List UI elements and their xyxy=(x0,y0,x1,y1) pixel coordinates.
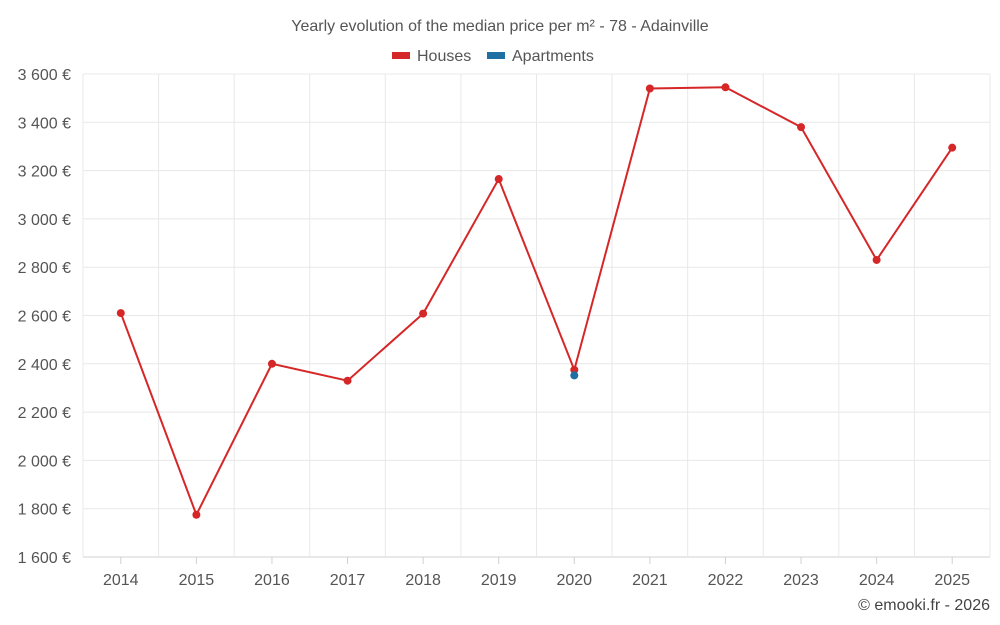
x-tick-label: 2024 xyxy=(859,572,895,589)
series-layer xyxy=(116,83,957,519)
x-tick-label: 2015 xyxy=(179,572,215,589)
x-tick-label: 2016 xyxy=(254,572,290,589)
y-tick-label: 3 200 € xyxy=(18,164,71,181)
data-point-houses-2014[interactable] xyxy=(116,309,125,318)
legend-swatch-houses xyxy=(392,52,410,59)
x-tick-label: 2017 xyxy=(330,572,366,589)
series-line-houses xyxy=(119,86,954,518)
grid xyxy=(82,73,991,558)
y-tick-label: 2 000 € xyxy=(18,453,71,470)
data-point-houses-2015[interactable] xyxy=(192,510,201,519)
y-tick-label: 3 600 € xyxy=(18,67,71,84)
x-tick-label: 2023 xyxy=(783,572,819,589)
legend-label-apartments: Apartments xyxy=(512,48,594,65)
legend: Houses Apartments xyxy=(392,48,594,65)
x-tick-label: 2021 xyxy=(632,572,668,589)
data-point-houses-2023[interactable] xyxy=(797,123,806,132)
data-point-houses-2019[interactable] xyxy=(494,175,503,184)
y-axis: 1 600 € 1 800 € 2 000 € 2 200 € 2 400 € 2 600… xyxy=(18,67,71,567)
data-point-houses-2020[interactable] xyxy=(570,365,579,374)
data-point-houses-2017[interactable] xyxy=(343,376,352,385)
x-tick-label: 2025 xyxy=(934,572,970,589)
x-tick-label: 2014 xyxy=(103,572,139,589)
data-point-houses-2025[interactable] xyxy=(948,143,957,152)
x-tick-label: 2019 xyxy=(481,572,517,589)
data-point-houses-2018[interactable] xyxy=(419,309,428,318)
x-tick-label: 2020 xyxy=(556,572,592,589)
y-tick-label: 3 400 € xyxy=(18,115,71,132)
legend-label-houses: Houses xyxy=(417,48,471,65)
data-point-houses-2024[interactable] xyxy=(872,255,881,264)
x-tick-label: 2022 xyxy=(708,572,744,589)
y-tick-label: 1 600 € xyxy=(18,550,71,567)
chart-title: Yearly evolution of the median price per… xyxy=(291,18,709,35)
y-tick-label: 2 200 € xyxy=(18,405,71,422)
y-tick-label: 2 600 € xyxy=(18,309,71,326)
credit-text: © emooki.fr - 2026 xyxy=(858,597,990,614)
y-tick-label: 3 000 € xyxy=(18,212,71,229)
data-point-houses-2016[interactable] xyxy=(267,359,276,368)
data-point-apartments-2020[interactable] xyxy=(570,371,579,380)
x-axis: 2014 2015 2016 2017 2018 2019 2020 2021 2022 2023… xyxy=(103,557,970,589)
legend-swatch-apartments xyxy=(487,52,505,59)
data-point-houses-2022[interactable] xyxy=(721,83,730,92)
y-tick-label: 2 800 € xyxy=(18,260,71,277)
y-tick-label: 1 800 € xyxy=(18,502,71,519)
y-tick-label: 2 400 € xyxy=(18,357,71,374)
data-point-houses-2021[interactable] xyxy=(645,84,654,93)
x-tick-label: 2018 xyxy=(405,572,441,589)
